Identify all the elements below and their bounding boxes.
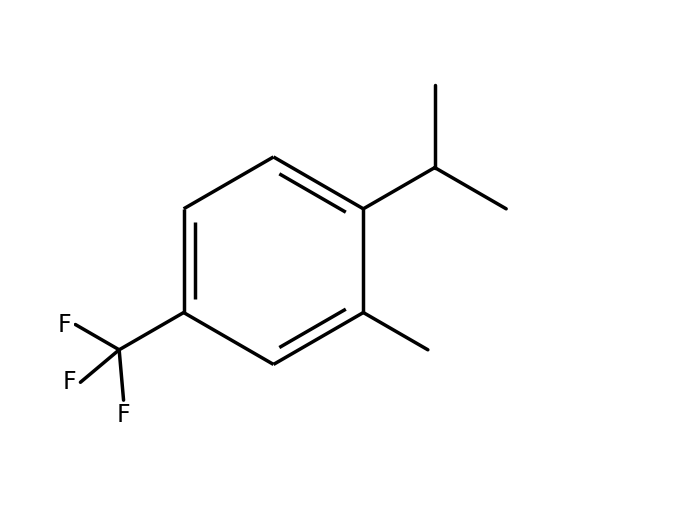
Text: F: F <box>63 370 76 394</box>
Text: F: F <box>117 403 131 427</box>
Text: F: F <box>58 312 71 337</box>
